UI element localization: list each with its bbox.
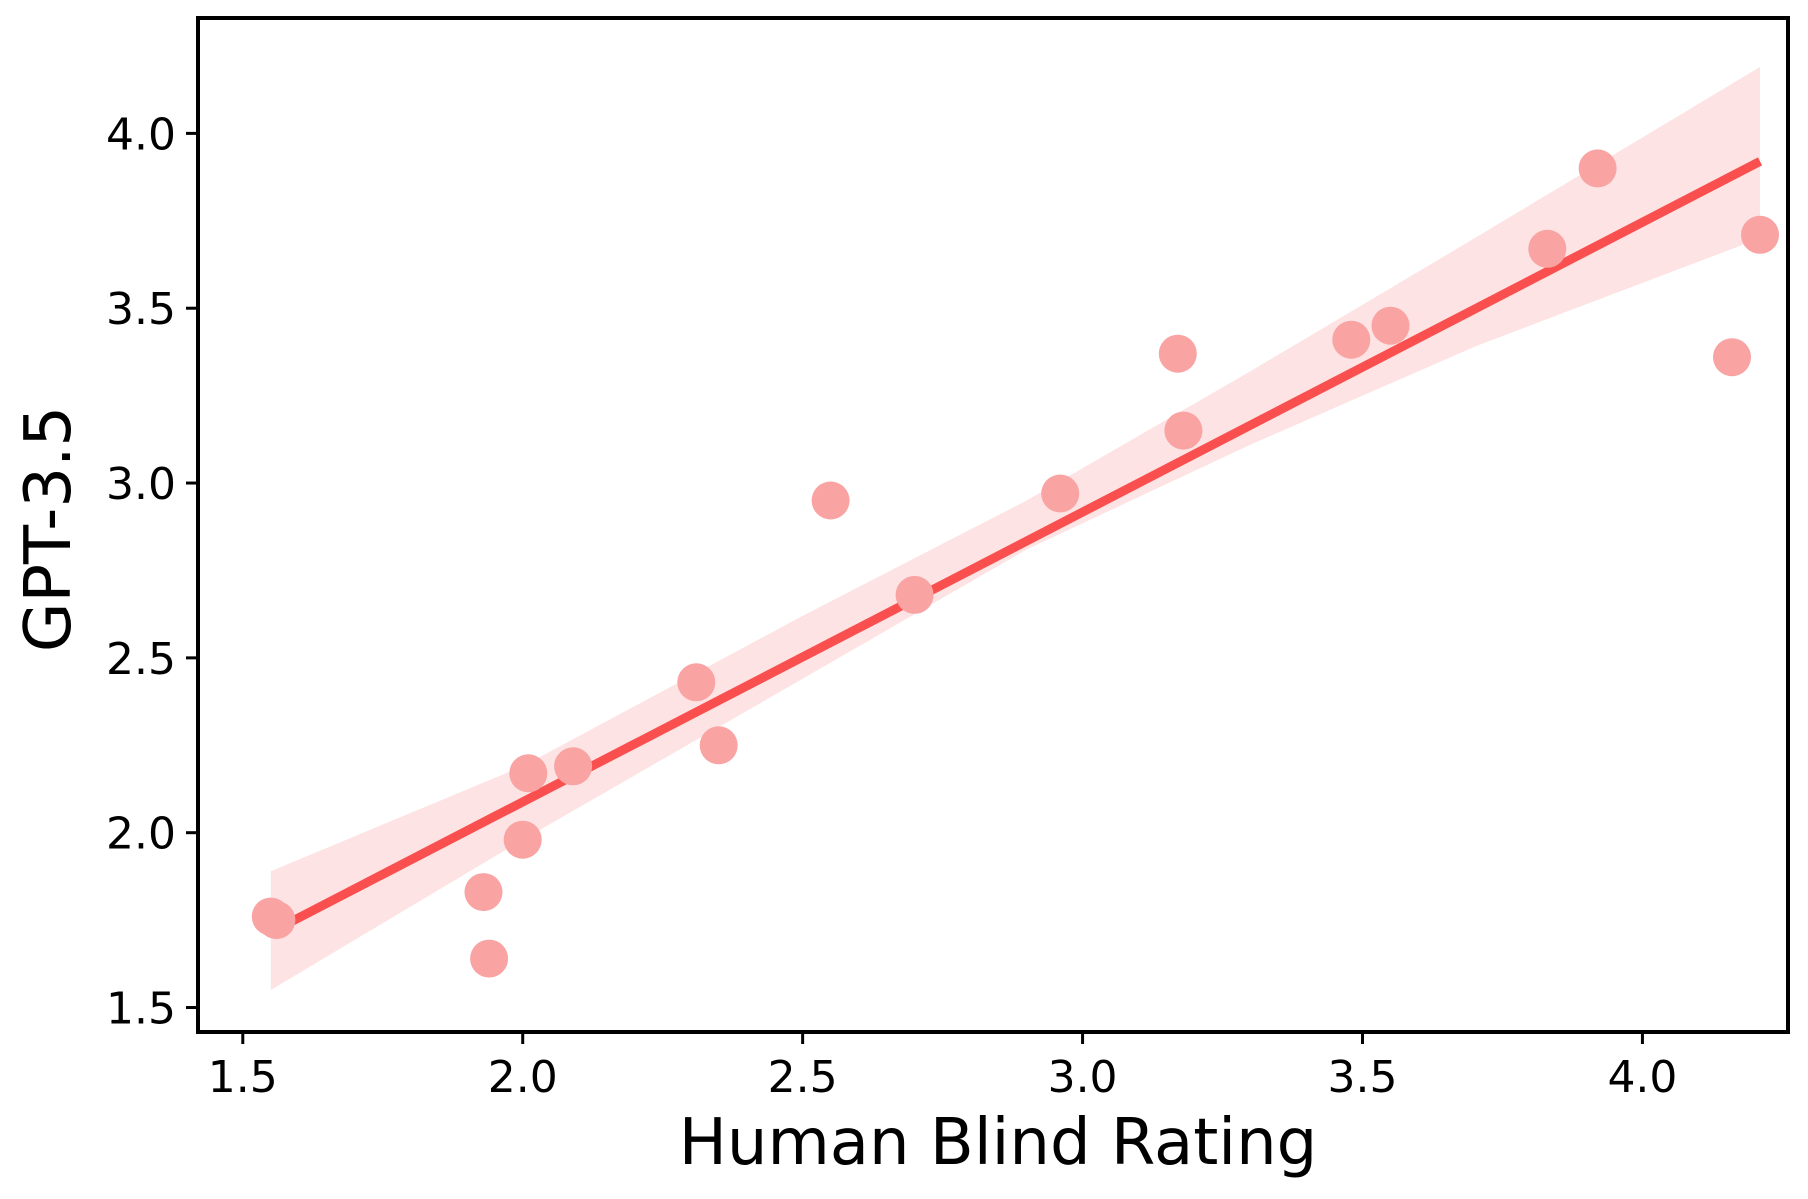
x-tick-label: 4.0 [1607, 1052, 1677, 1103]
axes-layer [196, 16, 1790, 1034]
x-axis-label: Human Blind Rating [679, 1106, 1318, 1180]
scatter-point [677, 663, 716, 702]
scatter-point [554, 747, 593, 786]
x-tick-label: 2.5 [768, 1052, 838, 1103]
y-tick-label: 3.5 [106, 284, 176, 335]
scatter-point [257, 901, 296, 940]
confidence-band-layer [270, 67, 1760, 990]
regression-line [268, 157, 1763, 937]
scatter-point [509, 754, 548, 793]
scatter-points-layer [251, 149, 1779, 978]
scatter-point [1578, 149, 1617, 188]
scatter-point [1371, 306, 1410, 345]
scatter-point [470, 939, 509, 978]
y-tick-label: 3.0 [106, 459, 176, 510]
y-tick-label: 4.0 [106, 109, 176, 160]
scatter-point [1528, 229, 1567, 268]
scatter-point [699, 726, 738, 765]
confidence-band [270, 67, 1760, 990]
scatter-point [1741, 215, 1779, 254]
y-tick-label: 2.0 [106, 809, 176, 860]
scatter-point [464, 873, 503, 912]
y-tick-label: 1.5 [106, 984, 176, 1035]
y-tick-label: 2.5 [106, 634, 176, 685]
y-axis-label: GPT-3.5 [12, 406, 86, 652]
scatter-point [895, 575, 934, 614]
scatter-point [811, 481, 850, 520]
scatter-point [1332, 320, 1371, 359]
scatter-point [1713, 338, 1751, 377]
x-tick-label: 1.5 [208, 1052, 278, 1103]
x-tick-label: 2.0 [488, 1052, 558, 1103]
x-tick-label: 3.0 [1048, 1052, 1118, 1103]
scatter-point [503, 820, 542, 859]
x-tick-label: 3.5 [1328, 1052, 1398, 1103]
scatter-point [1158, 334, 1197, 373]
plot-frame [196, 16, 1790, 1034]
scatter-point [1164, 411, 1203, 450]
regression-line-layer [268, 157, 1763, 937]
scatter-point [1041, 474, 1080, 513]
tick-layer: 1.5 2.0 2.5 3.0 3.5 4.0 1.5 2.0 2.5 3.0 3.5 4.0 [106, 109, 1677, 1103]
